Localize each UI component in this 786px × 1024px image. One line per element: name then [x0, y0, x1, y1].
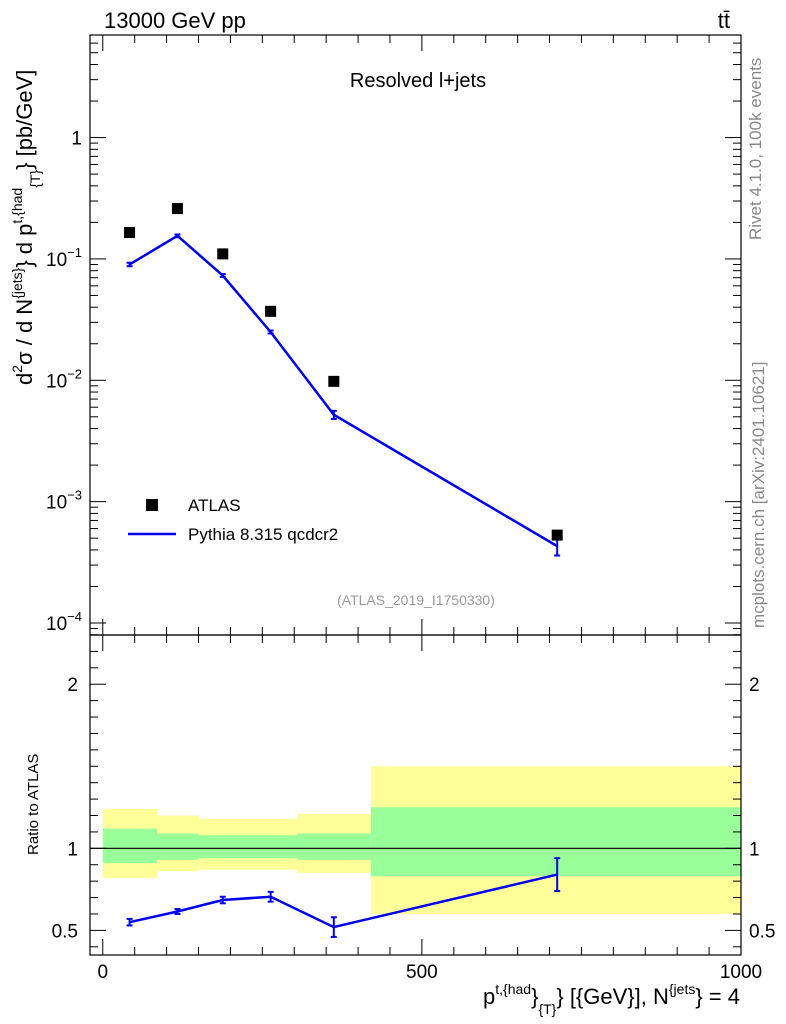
- ratio-ytick-label-left-2: 2: [67, 675, 78, 696]
- xlabel-rest: } [{GeV}], N: [556, 984, 669, 1009]
- main-ytick-base-2: 10: [46, 371, 67, 392]
- xtick-label-1: 500: [406, 962, 438, 983]
- ylabel-end: } [pb/GeV]: [12, 70, 37, 170]
- xlabel-base: p: [483, 984, 495, 1009]
- ylabel-base: d: [12, 373, 37, 385]
- main-ytick-exp-2: −2: [67, 366, 82, 381]
- main-frame: [89, 34, 742, 636]
- ratio-ytick-label-left-0: 0.5: [52, 921, 78, 942]
- ylabel-sup2: {jets}: [9, 267, 25, 298]
- process-label: tt̄: [718, 8, 730, 33]
- atlas-point-3: [265, 305, 277, 317]
- atlas-point-5: [551, 529, 563, 541]
- plot-title: Resolved l+jets: [350, 70, 486, 92]
- analysis-label: (ATLAS_2019_I1750330): [337, 592, 495, 608]
- ratio-ytick-label-left-1: 1: [67, 839, 78, 860]
- main-ytick-label-0: 10−4: [46, 609, 82, 635]
- ratio-frame: [89, 634, 742, 956]
- xlabel-sup1: t,{had: [495, 981, 531, 997]
- atlas-point-4: [328, 375, 340, 387]
- legend-label-pythia: Pythia 8.315 qcdcr2: [188, 525, 338, 544]
- ratio-band-green-0: [102, 828, 158, 864]
- atlas-point-0: [124, 227, 136, 239]
- main-ytick-base-4: 1: [71, 129, 82, 150]
- main-ytick-base-1: 10: [46, 493, 67, 514]
- main-panel: Resolved l+jets (ATLAS_2019_I1750330) d2…: [9, 70, 563, 608]
- ratio-ytick-label-right-0: 0.5: [749, 921, 775, 942]
- mcplots-label: mcplots.cern.ch [arXiv:2401.10621]: [749, 362, 768, 628]
- atlas-point-2: [217, 248, 229, 260]
- main-ytick-exp-0: −4: [67, 609, 82, 624]
- legend-marker-atlas: [146, 499, 158, 511]
- atlas-point-1: [171, 203, 183, 215]
- xtick-label-2: 1000: [720, 962, 762, 983]
- main-ylabel: d2σ / d N{jets}} d pt,{had{T}} [pb/GeV]: [9, 70, 43, 385]
- ylabel-sup3: t,{had: [9, 188, 25, 224]
- xlabel: pt,{had}{T}} [{GeV}], N{jets} = 4: [483, 981, 740, 1017]
- ratio-band-green-1: [157, 833, 199, 860]
- main-ytick-label-4: 1: [71, 129, 82, 150]
- ylabel-rest: } d p: [12, 224, 37, 268]
- ratio-marks: [90, 766, 741, 938]
- main-pythia-line: [128, 234, 558, 548]
- ratio-pythia-line: [129, 873, 558, 929]
- xlabel-sup2: {jets: [669, 981, 695, 997]
- energy-label: 13000 GeV pp: [104, 8, 246, 33]
- ylabel-sup1: 2: [9, 365, 25, 373]
- legend-label-atlas: ATLAS: [188, 496, 241, 515]
- ratio-ylabel: Ratio to ATLAS: [25, 754, 42, 855]
- ratio-band-green-3: [297, 833, 371, 860]
- ratio-band-green-2: [198, 835, 298, 859]
- xlabel-mid: }: [531, 984, 538, 1009]
- ratio-panel: Ratio to ATLAS pt,{had}{T}} [{GeV}], N{j…: [25, 754, 741, 1017]
- ylabel-mid: σ / d N: [12, 299, 37, 365]
- ratio-band-green-4: [370, 807, 741, 877]
- main-ytick-base-0: 10: [46, 614, 67, 635]
- main-ytick-exp-3: −1: [67, 245, 82, 260]
- ratio-ytick-label-right-2: 2: [749, 675, 760, 696]
- main-ytick-label-3: 10−1: [46, 245, 82, 271]
- main-ytick-label-2: 10−2: [46, 366, 82, 392]
- xtick-label-0: 0: [97, 962, 108, 983]
- ylabel-sub: {T}: [27, 170, 43, 188]
- xlabel-sub: {T}: [538, 1001, 556, 1017]
- main-ytick-label-1: 10−3: [46, 488, 82, 514]
- main-ytick-base-3: 10: [46, 250, 67, 271]
- rivet-label: Rivet 4.1.0, 100k events: [746, 58, 765, 240]
- ratio-ytick-label-right-1: 1: [749, 839, 760, 860]
- main-marks: [124, 203, 563, 557]
- main-ytick-exp-1: −3: [67, 488, 82, 503]
- legend: ATLAS Pythia 8.315 qcdcr2: [128, 496, 338, 544]
- xlabel-end: } = 4: [695, 984, 740, 1009]
